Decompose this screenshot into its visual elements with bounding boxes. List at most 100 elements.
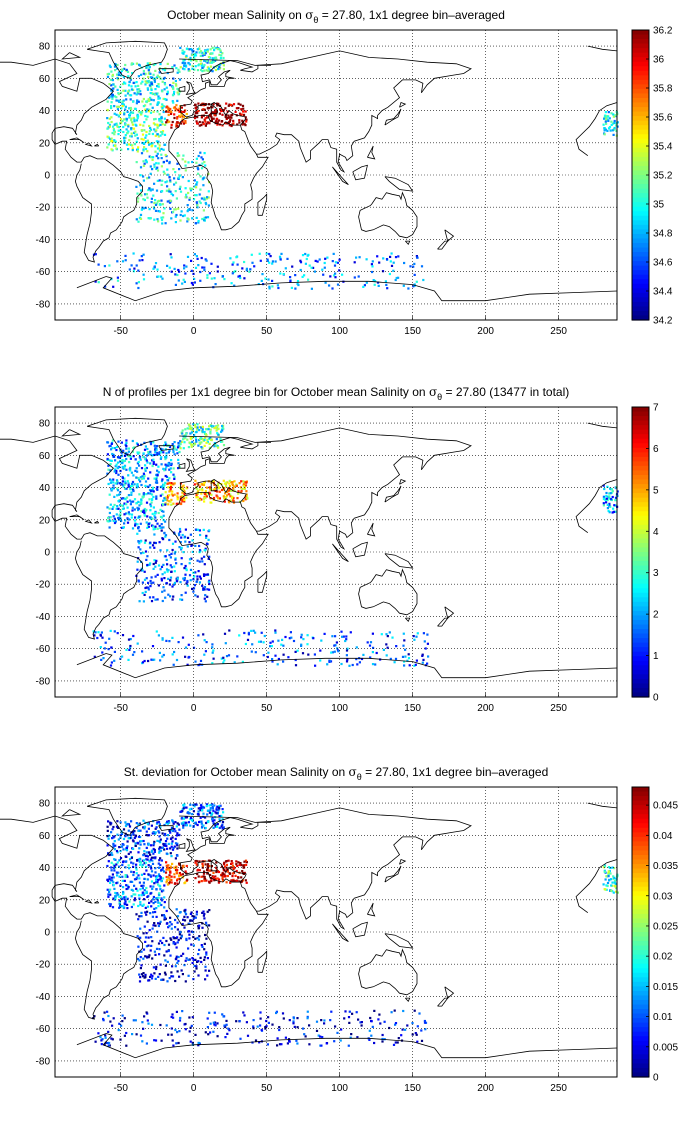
data-cell <box>244 110 247 113</box>
data-cell <box>199 188 202 191</box>
data-cell <box>137 477 140 480</box>
data-cell <box>203 481 206 484</box>
data-cell <box>423 640 426 643</box>
data-cell <box>160 579 163 582</box>
data-cell <box>123 497 126 500</box>
data-cell <box>205 821 208 825</box>
data-cell <box>239 1037 242 1040</box>
data-cell <box>175 107 178 110</box>
data-cell <box>198 924 201 927</box>
data-cell <box>134 134 137 137</box>
data-cell <box>169 921 172 924</box>
data-cell <box>228 116 232 119</box>
data-cell <box>117 99 120 102</box>
data-cell <box>144 445 147 448</box>
data-cell <box>117 133 120 136</box>
data-cell <box>217 497 220 500</box>
data-cell <box>175 104 178 107</box>
data-cell <box>173 873 176 876</box>
data-cell <box>306 634 309 637</box>
data-cell <box>164 520 167 523</box>
data-cell <box>129 78 132 81</box>
data-cell <box>269 645 272 648</box>
data-cell <box>116 826 120 829</box>
data-cell <box>136 137 139 140</box>
data-cell <box>173 565 176 568</box>
data-cell <box>199 175 202 178</box>
data-cell <box>139 548 142 551</box>
data-cell <box>127 485 130 488</box>
data-cell <box>207 190 210 193</box>
data-cell <box>252 629 255 632</box>
data-cell <box>201 158 204 161</box>
data-cell <box>343 1017 346 1020</box>
data-cell <box>179 581 182 584</box>
data-cell <box>202 528 205 531</box>
data-cell <box>204 573 208 576</box>
data-cell <box>156 522 159 525</box>
data-cell <box>164 463 167 466</box>
data-cell <box>142 124 145 127</box>
data-cell <box>158 859 161 862</box>
data-cell <box>232 496 235 500</box>
data-cell <box>174 1028 177 1032</box>
data-cell <box>232 487 235 490</box>
data-cell <box>119 449 122 452</box>
data-cell <box>231 482 234 486</box>
data-cell <box>163 971 167 974</box>
data-cell <box>172 81 175 84</box>
data-cell <box>125 1044 128 1047</box>
data-cell <box>392 269 395 272</box>
data-cell <box>231 263 234 266</box>
data-cell <box>147 110 151 113</box>
data-cell <box>155 559 158 562</box>
data-cell <box>178 1019 182 1022</box>
data-cell <box>153 922 156 925</box>
data-cell <box>160 1039 163 1042</box>
data-cell <box>182 918 185 921</box>
data-cell <box>355 1011 358 1014</box>
data-cell <box>155 495 158 498</box>
data-cell <box>160 153 163 156</box>
data-cell <box>207 172 210 175</box>
data-cell <box>170 498 173 501</box>
data-cell <box>195 438 198 441</box>
data-cell <box>174 830 177 833</box>
data-cell <box>109 519 112 522</box>
data-cell <box>160 978 163 981</box>
data-cell <box>190 426 194 429</box>
data-cell <box>119 884 122 887</box>
data-cell <box>119 460 122 463</box>
data-cell <box>108 507 111 510</box>
data-cell <box>107 464 110 467</box>
data-cell <box>289 280 292 283</box>
data-cell <box>371 1025 374 1028</box>
data-cell <box>138 980 142 983</box>
data-cell <box>179 495 182 498</box>
data-cell <box>240 489 243 492</box>
data-cell <box>208 804 211 807</box>
data-cell <box>172 467 175 470</box>
data-cell <box>188 808 191 811</box>
data-cell <box>207 55 210 59</box>
data-cell <box>206 588 209 591</box>
data-cell <box>198 948 201 951</box>
colorbar-tick-label: 0.015 <box>653 982 678 993</box>
data-cell <box>178 874 181 878</box>
data-cell <box>184 573 187 576</box>
data-cell <box>385 643 388 646</box>
data-cell <box>187 958 190 961</box>
data-cell <box>193 179 196 182</box>
data-cell <box>139 927 142 930</box>
data-cell <box>178 546 181 549</box>
data-cell <box>114 140 117 143</box>
data-cell <box>110 70 113 73</box>
data-cell <box>157 157 160 160</box>
data-cell <box>349 1036 352 1039</box>
data-cell <box>147 452 150 455</box>
data-cell <box>153 444 156 447</box>
data-cell <box>217 64 220 67</box>
data-cell <box>242 480 245 483</box>
data-cell <box>166 173 169 176</box>
data-cell <box>102 1019 105 1022</box>
